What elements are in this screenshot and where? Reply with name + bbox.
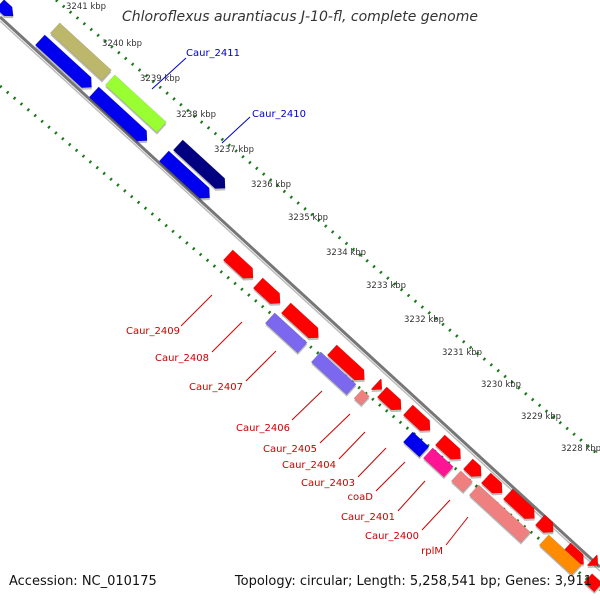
scale-tick-label: 3229 kbp	[521, 412, 561, 422]
gene-red-tail[interactable]	[583, 573, 600, 595]
scale-tick-label: 3232 kbp	[404, 315, 444, 325]
label-leader-line	[211, 321, 243, 353]
scale-tick-label: 3237 kbp	[214, 145, 254, 155]
gene-label[interactable]: Caur_2408	[155, 353, 209, 364]
scale-tick-label: 3230 kbp	[481, 380, 521, 390]
gene-blue-3[interactable]	[158, 150, 215, 205]
label-leader-line	[445, 516, 469, 546]
scale-tick-label: 3238 kbp	[176, 110, 216, 120]
gene-orange[interactable]	[538, 534, 582, 578]
gene-blue-1[interactable]	[34, 34, 97, 95]
gene-red-14[interactable]	[586, 554, 600, 573]
label-leader-line	[319, 413, 351, 444]
gene-label[interactable]: Caur_2410	[252, 109, 306, 120]
gene-label[interactable]: Caur_2411	[186, 48, 240, 59]
scale-tick-label: 3233 kbp	[366, 281, 406, 291]
gene-slate-2[interactable]	[310, 351, 357, 397]
gene-khaki[interactable]	[49, 22, 112, 83]
gene-red-1[interactable]	[222, 249, 259, 285]
label-leader-line	[151, 57, 187, 90]
gene-label[interactable]: Caur_2407	[189, 382, 243, 393]
gene-blue-top[interactable]	[0, 0, 18, 23]
gene-label[interactable]: Caur_2400	[365, 531, 419, 542]
gene-salmon-2[interactable]	[450, 470, 473, 495]
gene-red-6[interactable]	[376, 386, 407, 417]
label-leader-line	[338, 431, 366, 460]
scale-tick-label: 3236 kbp	[251, 180, 291, 190]
genome-backbone-light	[0, 20, 600, 572]
gene-label[interactable]: Caur_2404	[282, 460, 336, 471]
gene-salmon-long[interactable]	[468, 484, 531, 545]
gene-magenta[interactable]	[422, 447, 454, 480]
gene-red-8[interactable]	[434, 434, 466, 466]
label-leader-line	[397, 480, 426, 512]
label-leader-line	[180, 294, 213, 327]
gene-blue-2[interactable]	[88, 86, 153, 148]
scale-tick-label: 3240 kbp	[102, 39, 142, 49]
gene-red-9[interactable]	[462, 458, 487, 484]
genome-backbone	[0, 15, 600, 569]
gene-red-12[interactable]	[534, 514, 559, 540]
label-leader-line	[245, 350, 277, 382]
gene-red-7[interactable]	[402, 404, 436, 438]
gene-red-5[interactable]	[370, 378, 387, 397]
scale-tick-label: 3235 kbp	[288, 213, 328, 223]
accession-text: Accession: NC_010175	[9, 574, 157, 589]
gene-label[interactable]: rplM	[421, 546, 443, 557]
scale-tick-label: 3231 kbp	[442, 348, 482, 358]
gene-label[interactable]: Caur_2406	[236, 423, 290, 434]
gene-slate-1[interactable]	[264, 312, 308, 356]
map-title: Chloroflexus aurantiacus J-10-fl, comple…	[122, 9, 478, 25]
gene-label[interactable]: Caur_2401	[341, 512, 395, 523]
gene-red-10[interactable]	[480, 472, 508, 500]
gene-blue-coad[interactable]	[402, 431, 430, 460]
label-leader-line	[221, 116, 251, 144]
label-leader-line	[421, 499, 451, 531]
gene-salmon-small[interactable]	[353, 389, 371, 408]
gene-red-2[interactable]	[252, 277, 286, 311]
scale-tick-label: 3234 kbp	[326, 248, 366, 258]
label-leader-line	[375, 461, 406, 492]
scale-tick-label: 3241 kbp	[66, 2, 106, 12]
scale-tick-label: 3228 kbp	[561, 444, 600, 454]
gene-label[interactable]: coaD	[348, 492, 374, 503]
gene-navy-caur-2410[interactable]	[172, 139, 231, 196]
gene-label[interactable]: Caur_2405	[263, 444, 317, 455]
gene-red-11[interactable]	[502, 488, 540, 526]
scale-tick-label: 3239 kbp	[140, 74, 180, 84]
genome-summary-text: Topology: circular; Length: 5,258,541 bp…	[234, 574, 592, 589]
gene-red-3[interactable]	[280, 302, 324, 345]
gc-dotted-line-outer	[55, 0, 600, 458]
gene-label[interactable]: Caur_2403	[301, 478, 355, 489]
gene-label[interactable]: Caur_2409	[126, 326, 180, 337]
gene-lime[interactable]	[104, 74, 167, 135]
label-leader-line	[357, 447, 387, 478]
label-leader-line	[291, 390, 323, 421]
gene-red-4[interactable]	[326, 344, 370, 387]
